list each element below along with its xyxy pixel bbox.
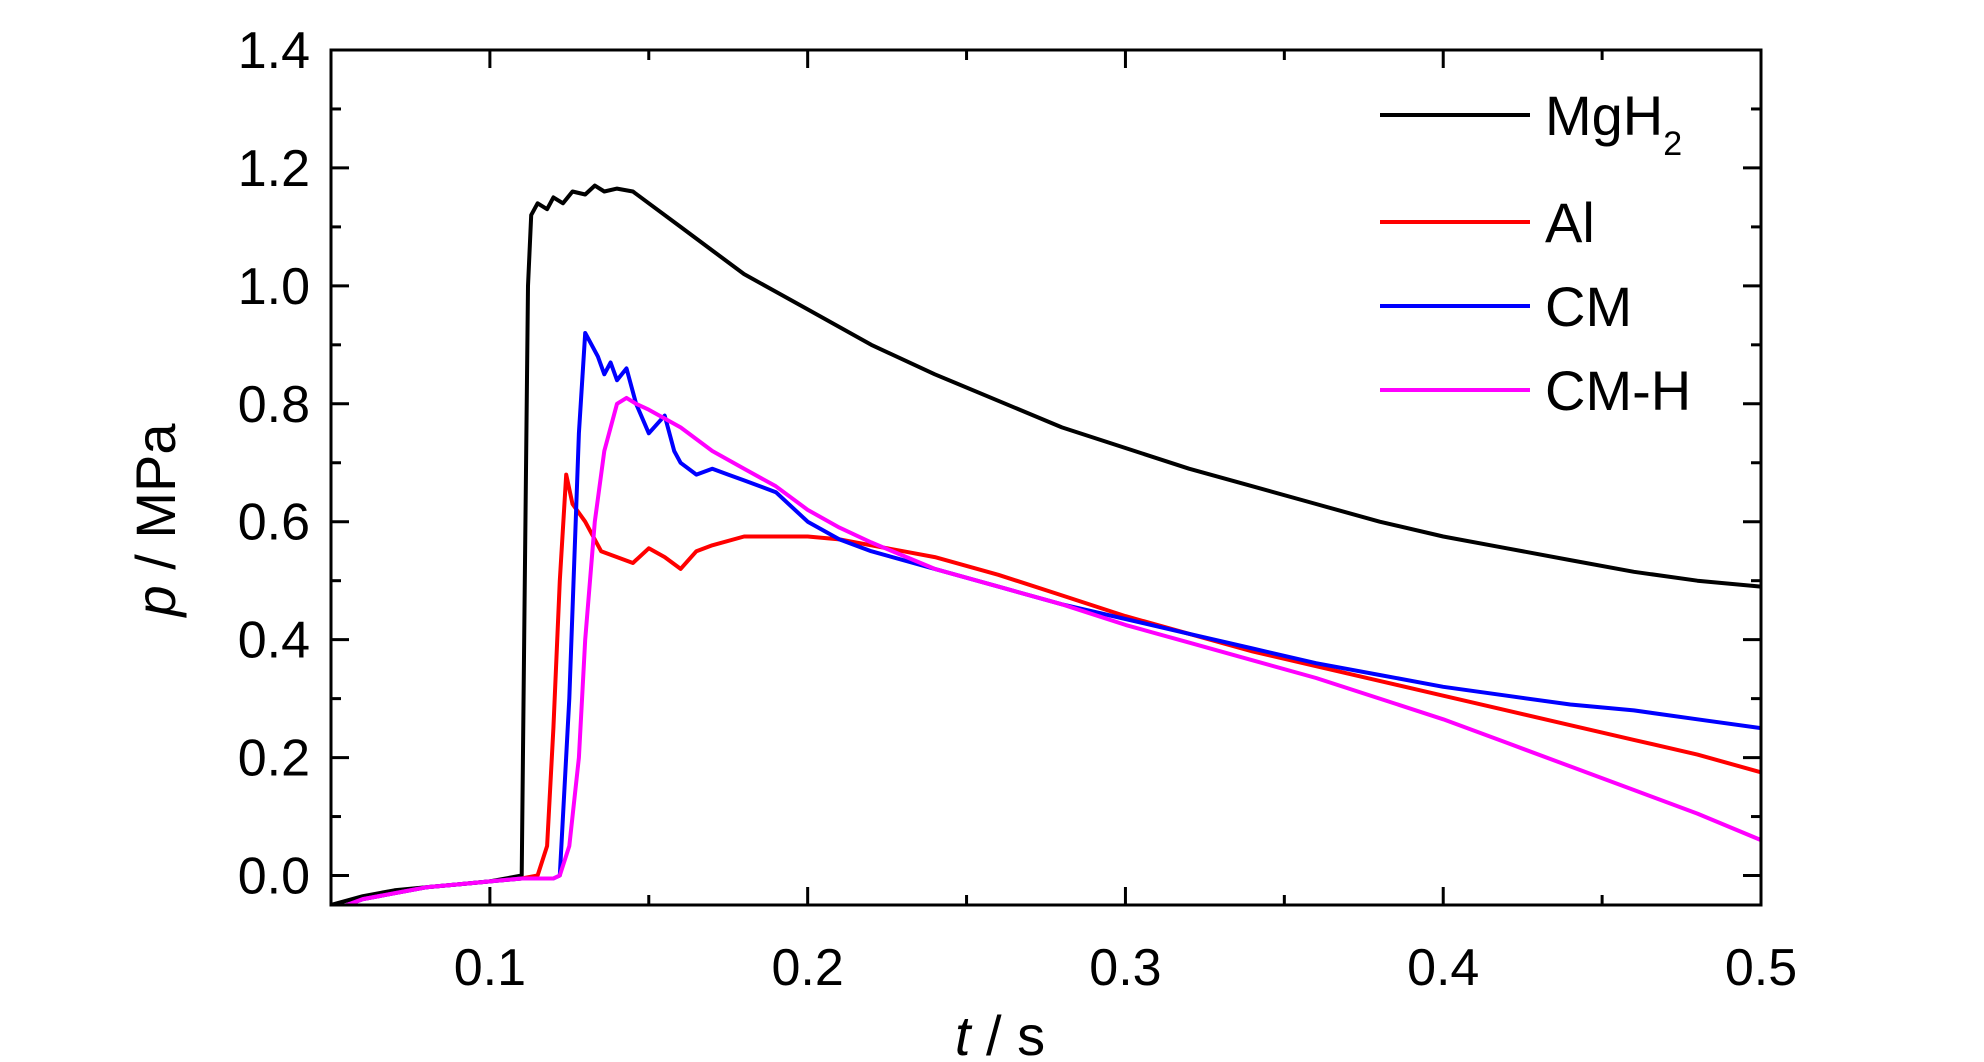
legend-label-cm: CM <box>1545 275 1632 338</box>
plot-frame <box>329 48 1763 907</box>
x-axis-unit: / s <box>970 1004 1045 1062</box>
legend-label-cm-h: CM-H <box>1545 359 1691 422</box>
x-axis-title: t / s <box>955 1004 1045 1062</box>
series-layer <box>331 183 1761 905</box>
y-axis-title: p / MPa <box>124 423 187 619</box>
x-axis-var: t <box>955 1004 973 1062</box>
series-line-mgh2 <box>331 183 1761 905</box>
tick-labels: 0.1 0.2 0.3 0.4 0.5 0.0 0.2 0.4 0.6 0.8 1.0 1.2 1.4 <box>238 22 1797 997</box>
legend: MgH2 Al CM CM-H <box>1380 84 1691 422</box>
legend-mgh2-main: MgH <box>1545 84 1663 147</box>
ticks-layer <box>329 48 1763 905</box>
y-axis-var: p <box>124 585 187 618</box>
x-tick-label: 0.3 <box>1089 939 1161 997</box>
legend-label-al: Al <box>1545 191 1595 254</box>
x-tick-label: 0.2 <box>772 939 844 997</box>
x-tick-label: 0.1 <box>454 939 526 997</box>
y-tick-label: 0.4 <box>238 612 310 670</box>
y-axis-unit: / MPa <box>124 423 187 586</box>
y-tick-label: 0.0 <box>238 848 310 906</box>
legend-mgh2-subscript: 2 <box>1663 125 1682 163</box>
y-tick-label: 1.4 <box>238 22 310 80</box>
legend-label-mgh2: MgH2 <box>1545 84 1682 163</box>
x-tick-label: 0.5 <box>1725 939 1797 997</box>
series-line-cm-h <box>341 395 1761 905</box>
y-tick-label: 1.0 <box>238 258 310 316</box>
x-tick-label: 0.4 <box>1407 939 1479 997</box>
series-line-al <box>341 472 1761 905</box>
y-tick-label: 0.6 <box>238 494 310 552</box>
y-tick-label: 0.8 <box>238 376 310 434</box>
y-tick-label: 0.2 <box>238 730 310 788</box>
y-tick-label: 1.2 <box>238 140 310 198</box>
